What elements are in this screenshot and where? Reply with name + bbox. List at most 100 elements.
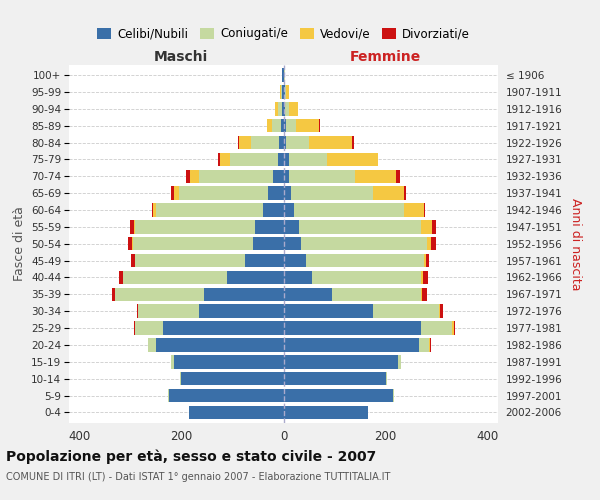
- Bar: [285, 102, 289, 116]
- Bar: [134, 220, 136, 234]
- Bar: [273, 170, 284, 183]
- Bar: [136, 220, 256, 234]
- Bar: [421, 220, 431, 234]
- Bar: [296, 119, 319, 132]
- Bar: [299, 220, 421, 234]
- Bar: [285, 85, 286, 98]
- Bar: [439, 304, 440, 318]
- Bar: [199, 170, 273, 183]
- Bar: [286, 119, 296, 132]
- Bar: [280, 85, 281, 98]
- Text: Popolazione per età, sesso e stato civile - 2007: Popolazione per età, sesso e stato civil…: [6, 450, 376, 464]
- Bar: [294, 204, 404, 217]
- Bar: [169, 389, 284, 402]
- Bar: [452, 322, 454, 335]
- Bar: [284, 270, 311, 284]
- Bar: [283, 85, 284, 98]
- Bar: [352, 136, 354, 149]
- Bar: [156, 204, 263, 217]
- Bar: [284, 220, 299, 234]
- Bar: [275, 102, 278, 116]
- Bar: [404, 186, 406, 200]
- Bar: [134, 322, 136, 335]
- Bar: [218, 152, 220, 166]
- Bar: [173, 355, 284, 368]
- Bar: [424, 204, 425, 217]
- Bar: [289, 152, 327, 166]
- Bar: [284, 322, 421, 335]
- Bar: [156, 338, 284, 351]
- Text: Maschi: Maschi: [154, 50, 208, 64]
- Bar: [398, 355, 401, 368]
- Bar: [130, 220, 134, 234]
- Bar: [284, 338, 419, 351]
- Bar: [421, 270, 423, 284]
- Y-axis label: Fasce di età: Fasce di età: [13, 206, 26, 281]
- Bar: [190, 170, 199, 183]
- Bar: [153, 204, 156, 217]
- Bar: [133, 237, 253, 250]
- Bar: [171, 186, 173, 200]
- Bar: [423, 270, 428, 284]
- Bar: [220, 152, 230, 166]
- Bar: [284, 136, 286, 149]
- Bar: [404, 204, 424, 217]
- Bar: [284, 254, 307, 268]
- Legend: Celibi/Nubili, Coniugati/e, Vedovi/e, Divorziati/e: Celibi/Nubili, Coniugati/e, Vedovi/e, Di…: [92, 22, 475, 45]
- Bar: [309, 136, 352, 149]
- Bar: [272, 119, 281, 132]
- Bar: [431, 237, 436, 250]
- Bar: [283, 68, 284, 82]
- Bar: [426, 254, 428, 268]
- Bar: [284, 152, 289, 166]
- Bar: [424, 254, 426, 268]
- Bar: [419, 338, 429, 351]
- Bar: [355, 170, 396, 183]
- Bar: [115, 288, 205, 301]
- Bar: [286, 85, 289, 98]
- Bar: [421, 322, 452, 335]
- Bar: [138, 304, 199, 318]
- Bar: [128, 237, 132, 250]
- Bar: [171, 355, 173, 368]
- Bar: [284, 355, 398, 368]
- Bar: [284, 102, 285, 116]
- Bar: [319, 119, 320, 132]
- Bar: [256, 220, 284, 234]
- Bar: [311, 270, 421, 284]
- Bar: [119, 270, 122, 284]
- Bar: [289, 102, 298, 116]
- Bar: [268, 186, 284, 200]
- Bar: [396, 170, 400, 183]
- Bar: [427, 237, 431, 250]
- Bar: [286, 136, 309, 149]
- Bar: [307, 254, 424, 268]
- Bar: [373, 186, 404, 200]
- Bar: [136, 322, 163, 335]
- Bar: [422, 288, 427, 301]
- Bar: [179, 186, 268, 200]
- Bar: [253, 237, 284, 250]
- Bar: [421, 288, 422, 301]
- Bar: [230, 152, 278, 166]
- Bar: [431, 220, 436, 234]
- Bar: [131, 254, 135, 268]
- Bar: [227, 270, 284, 284]
- Bar: [332, 288, 421, 301]
- Bar: [152, 204, 153, 217]
- Bar: [186, 170, 190, 183]
- Bar: [205, 288, 284, 301]
- Bar: [239, 136, 251, 149]
- Bar: [291, 186, 373, 200]
- Bar: [373, 304, 439, 318]
- Bar: [245, 254, 284, 268]
- Bar: [284, 237, 301, 250]
- Bar: [238, 136, 239, 149]
- Bar: [284, 119, 286, 132]
- Bar: [284, 406, 368, 419]
- Bar: [281, 119, 284, 132]
- Bar: [278, 152, 284, 166]
- Bar: [454, 322, 455, 335]
- Bar: [284, 170, 289, 183]
- Bar: [137, 304, 138, 318]
